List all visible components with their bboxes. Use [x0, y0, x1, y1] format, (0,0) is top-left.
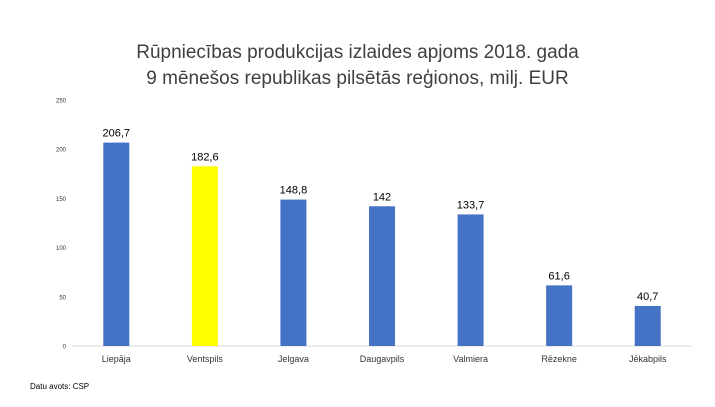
y-tick-label: 50 — [59, 295, 66, 301]
y-tick-label: 250 — [56, 99, 67, 105]
data-label: 148,8 — [280, 185, 308, 197]
data-label: 61,6 — [548, 270, 569, 282]
chart-title-line-2: 9 mēnešos republikas pilsētās reģionos, … — [146, 68, 569, 89]
x-tick-label: Daugavpils — [360, 354, 405, 364]
data-label: 40,7 — [637, 291, 658, 303]
chart-title: Rūpniecības produkcijas izlaides apjoms … — [0, 40, 715, 92]
bar — [369, 206, 395, 346]
y-tick-label: 150 — [56, 197, 67, 203]
data-label: 142 — [373, 191, 391, 203]
y-tick-label: 200 — [56, 148, 67, 154]
bar — [457, 214, 484, 346]
bar — [634, 305, 661, 346]
y-tick-label: 100 — [56, 246, 67, 252]
x-tick-label: Valmiera — [453, 354, 488, 364]
x-tick-label: Rēzekne — [541, 354, 577, 364]
x-tick-label: Jēkabpils — [629, 354, 667, 364]
bar — [280, 199, 307, 346]
chart-title-line-1: Rūpniecības produkcijas izlaides apjoms … — [136, 42, 579, 63]
x-tick-label: Ventspils — [187, 354, 224, 364]
bar — [103, 142, 130, 346]
data-label: 182,6 — [191, 151, 219, 163]
x-tick-label: Jelgava — [278, 354, 309, 364]
data-label: 133,7 — [457, 199, 485, 211]
bar — [546, 285, 573, 346]
x-tick-label: Liepāja — [102, 354, 131, 364]
data-label: 206,7 — [103, 128, 131, 140]
y-tick-label: 0 — [63, 345, 67, 351]
data-source-note: Datu avots: CSP — [30, 382, 90, 391]
bar — [191, 166, 218, 346]
